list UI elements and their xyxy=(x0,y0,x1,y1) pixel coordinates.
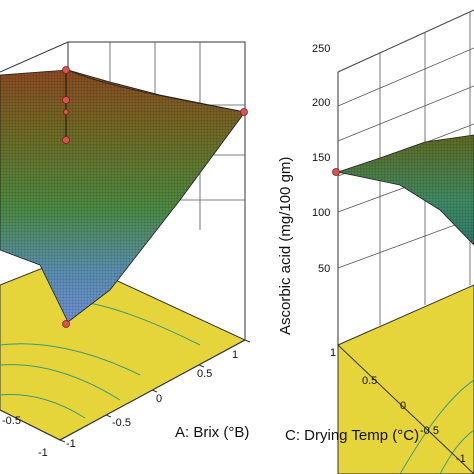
left-y-axis: -0.5 -1 xyxy=(0,409,61,459)
z-tick-label: 250 xyxy=(312,43,330,55)
left-floor-contours xyxy=(0,299,201,419)
x-axis-title: C: Drying Temp (°C) xyxy=(285,427,419,444)
left-surface-ridge xyxy=(67,69,246,113)
y-tick-label: -1 xyxy=(38,447,48,459)
left-floor xyxy=(0,257,247,441)
design-point-corner-high xyxy=(62,66,70,74)
left-surface-mesh xyxy=(0,70,245,322)
x-axis-title: A: Brix (°B) xyxy=(175,424,249,441)
x-tick-label: 1 xyxy=(330,347,336,359)
right-x-axis: 1 0.5 0 -0.5 -1 C: Drying Temp (°C) xyxy=(285,347,466,465)
left-x-axis: 1 0.5 0 -0.5 -1 A: Brix (°B) xyxy=(59,339,251,450)
design-point-bottom xyxy=(62,320,70,328)
z-tick-label: 150 xyxy=(312,152,330,164)
design-point-center-top xyxy=(62,96,70,104)
z-axis-title: Ascorbic acid (mg/100 gm) xyxy=(277,157,294,335)
x-tick-label: -0.5 xyxy=(112,417,131,429)
y-tick-label: -0.5 xyxy=(2,415,21,427)
design-point-right-corner xyxy=(240,108,248,116)
design-point-center-mid xyxy=(63,109,69,115)
x-tick-label: 1 xyxy=(232,349,238,361)
design-point-center-low xyxy=(62,136,70,144)
right-plot: 250 200 150 100 50 Ascorbic acid (mg/100… xyxy=(277,9,474,474)
design-point-left-edge xyxy=(332,168,340,176)
x-tick-label: 0.5 xyxy=(197,368,212,380)
x-tick-label: -0.5 xyxy=(420,425,439,437)
z-tick-label: 200 xyxy=(312,97,330,109)
z-tick-label: 50 xyxy=(318,263,330,275)
right-floor-edge xyxy=(337,344,474,474)
x-tick-label: 0.5 xyxy=(362,375,377,387)
right-floor-contours xyxy=(399,379,474,474)
z-tick-label: 100 xyxy=(312,207,330,219)
x-tick-label: -1 xyxy=(456,453,466,465)
x-tick-label: 0 xyxy=(156,393,162,405)
right-surface-mesh xyxy=(338,135,474,245)
right-z-axis: 250 200 150 100 50 Ascorbic acid (mg/100… xyxy=(277,43,330,335)
x-tick-label: -1 xyxy=(66,438,76,450)
left-plot: 1 0.5 0 -0.5 -1 A: Brix (°B) -0.5 -1 xyxy=(0,41,251,459)
right-floor xyxy=(337,284,474,474)
x-tick-label: 0 xyxy=(400,400,406,412)
